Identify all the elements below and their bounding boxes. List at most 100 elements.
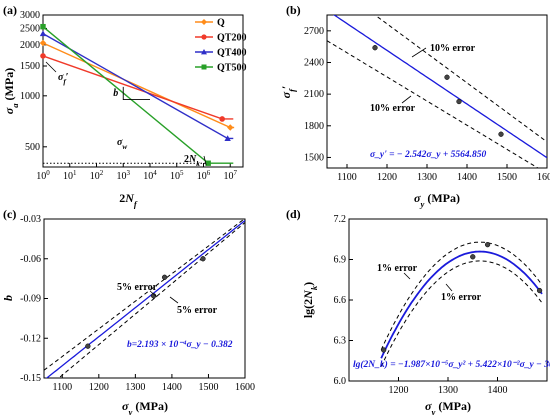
y-axis-label: lg(2Nk): [301, 282, 319, 318]
y-tick-label: 7.2: [334, 214, 347, 225]
data-point: [498, 131, 504, 137]
nk-pointer: [203, 155, 207, 166]
data-point: [484, 242, 491, 248]
data-point-QT500: [40, 23, 46, 30]
fit-curves: [380, 241, 543, 367]
x-tick-label: 1100: [52, 382, 72, 393]
y-axis-label: σf′: [279, 86, 297, 99]
x-tick-label: 1600: [235, 382, 255, 393]
fit-equation: b=2.193 × 10⁻⁴σ_y − 0.382: [127, 340, 233, 350]
fit-line: [380, 250, 543, 359]
x-tick-label: 100: [36, 169, 50, 182]
x-tick-label: 1600: [537, 172, 550, 183]
x-tick-label: 1400: [488, 385, 508, 396]
fit-equation: σ_y' = − 2.542σ_y + 5564.850: [370, 150, 487, 160]
data-point-QT200: [219, 116, 225, 122]
panel-d: 1200 1300 1400 6.0 6.3 6.6 6.9 7.2 σy (MPa) lg(2N…: [301, 214, 550, 415]
legend-label-QT500: QT500: [217, 63, 246, 74]
x-tick-label: 106: [197, 169, 211, 182]
data-point-QT400: [224, 135, 231, 142]
y-tick-label: 2500: [20, 23, 40, 34]
error-pointer-lower: [445, 283, 453, 292]
fit-equation: lg(2N_k) = −1.987×10⁻⁵σ_y² + 5.422×10⁻²σ…: [353, 359, 550, 370]
error-label-lower: 10% error: [370, 103, 416, 114]
y-tick-label: 2400: [304, 57, 324, 68]
y-axis-label: b: [1, 295, 15, 301]
x-axis-label: σy (MPa): [414, 191, 460, 209]
error-pointer-upper: [149, 290, 158, 298]
y-tick-label: 6.0: [334, 376, 347, 387]
data-point: [470, 254, 476, 260]
x-tick-label: 1300: [125, 382, 145, 393]
x-tick-label: 1500: [497, 172, 517, 183]
x-axis-label: 2Nf: [119, 191, 138, 209]
fit-line: [45, 219, 245, 378]
nk-label: 2Nk: [184, 154, 200, 168]
plot-frame: [326, 14, 548, 169]
x-axis-label: σy (MPa): [425, 399, 471, 415]
y-tick-label: -0.15: [20, 373, 41, 384]
data-point: [85, 343, 91, 349]
x-tick-label: 1500: [198, 382, 218, 393]
plot-frame: [42, 14, 244, 168]
legend-label-QT400: QT400: [217, 48, 246, 59]
x-tick-label: 1400: [457, 172, 477, 183]
error-pointer-lower: [401, 95, 412, 104]
legend-marker-QT500: [201, 64, 207, 70]
y-tick-label: 1000: [20, 91, 40, 102]
y-tick-label: -0.03: [20, 214, 41, 225]
data-point: [381, 347, 387, 353]
y-tick-label: 1500: [20, 61, 40, 72]
data-point-QT400: [39, 30, 47, 37]
y-tick-label: 2000: [20, 40, 40, 51]
y-tick-label: 6.6: [334, 295, 347, 306]
fit-curves: [44, 219, 245, 378]
data-point-Q: [227, 124, 234, 131]
y-tick-label: 500: [25, 142, 40, 153]
series-line-QT500: [42, 26, 234, 164]
y-tick-label: -0.06: [20, 254, 41, 265]
data-point: [161, 274, 168, 280]
data-point: [200, 256, 206, 262]
sigma-f-pointer: [45, 61, 57, 73]
fit-line: [333, 15, 547, 159]
upper-error-band: [374, 15, 547, 143]
series-line-Q: [42, 42, 235, 129]
x-tick-label: 105: [170, 169, 184, 182]
error-pointer-upper: [411, 47, 427, 58]
x-tick-label: 1200: [89, 382, 109, 393]
legend-label-QT200: QT200: [217, 33, 246, 44]
legend-marker-QT200: [201, 34, 207, 40]
x-tick-label: 107: [223, 169, 237, 182]
data-point-QT200: [40, 53, 46, 59]
lower-error-band: [327, 40, 539, 168]
x-axis-label: σy (MPa): [122, 399, 168, 415]
x-tick-label: 104: [143, 169, 157, 182]
panel-label-b: (b): [286, 3, 301, 17]
error-pointer-upper: [403, 272, 411, 280]
y-tick-label: 6.9: [334, 255, 347, 266]
error-label-lower: 5% error: [177, 305, 218, 316]
slope-triangle: [122, 86, 150, 101]
legend-label-Q: Q: [217, 18, 225, 29]
panel-label-a: (a): [3, 3, 17, 17]
legend-marker-QT400: [201, 49, 207, 55]
panel-a: 100 101 102 103 104 105 106 107 500 1000 1500 2000 2…: [2, 10, 246, 209]
y-tick-label: -0.12: [20, 333, 41, 344]
error-label-upper: 5% error: [117, 282, 158, 293]
fit-curves: [327, 15, 547, 168]
y-tick-label: 2100: [304, 89, 324, 100]
upper-error-band: [380, 241, 543, 351]
y-axis-label: σa (MPa): [2, 68, 20, 114]
data-point: [456, 98, 462, 105]
slope-label-b: b: [113, 88, 118, 99]
y-tick-label: 1800: [304, 121, 324, 132]
sigma-w-label: σw: [117, 137, 127, 151]
x-tick-label: 1300: [417, 172, 437, 183]
sigma-f-label: σf′: [58, 72, 69, 86]
plot-frame: [43, 218, 246, 379]
data-point-Q: [39, 39, 47, 47]
y-tick-label: 6.3: [334, 336, 347, 347]
x-tick-label: 102: [90, 169, 104, 182]
